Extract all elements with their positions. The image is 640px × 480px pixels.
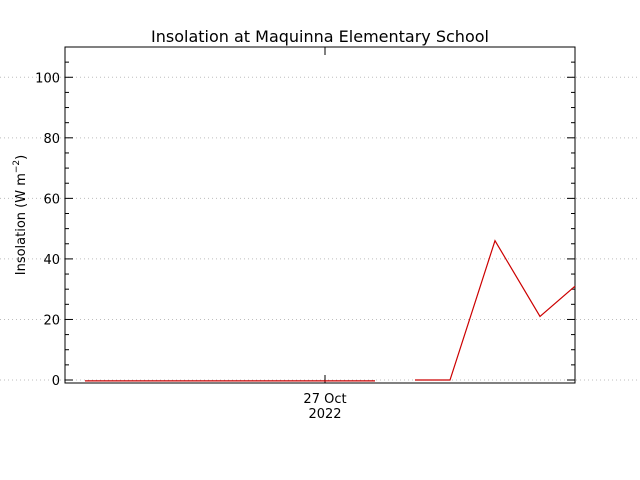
ytick-label-0: 0 xyxy=(52,374,60,389)
axes xyxy=(64,46,576,384)
y-axis-label-close: ) xyxy=(14,155,29,160)
plot-frame xyxy=(64,46,576,384)
x-tick-label-year: 2022 xyxy=(308,407,341,422)
ytick-label-40: 40 xyxy=(43,253,60,268)
chart-title: Insolation at Maquinna Elementary School xyxy=(151,27,489,46)
y-axis-label: Insolation (W m−2) xyxy=(12,155,29,276)
svg-text:Insolation (W m−2): Insolation (W m−2) xyxy=(12,155,29,276)
ytick-label-20: 20 xyxy=(43,313,60,328)
series-line-segment-2 xyxy=(415,239,576,381)
x-tick-label-date: 27 Oct xyxy=(303,392,346,407)
y-axis-label-main: Insolation (W m xyxy=(14,173,29,275)
ytick-label-80: 80 xyxy=(43,132,60,147)
y-axis-label-superscript: −2 xyxy=(12,160,22,173)
y-tick-labels: 0 20 40 60 80 100 xyxy=(35,71,60,389)
axis-ticks xyxy=(65,46,575,383)
ytick-label-100: 100 xyxy=(35,71,60,86)
grid-lines xyxy=(0,76,640,381)
ytick-label-60: 60 xyxy=(43,192,60,207)
series-lines xyxy=(85,239,576,382)
